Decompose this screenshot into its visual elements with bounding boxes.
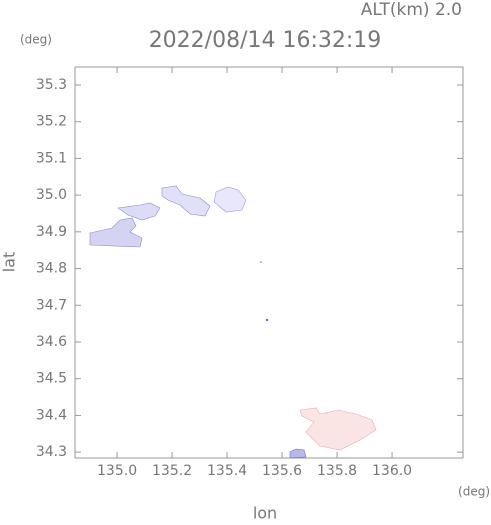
echo-region [265, 318, 269, 322]
x-axis-label: lon [253, 504, 277, 522]
x-tick-label: 135.0 [97, 463, 137, 479]
x-tick-label: 135.6 [262, 463, 302, 479]
y-tick-label: 34.8 [36, 261, 67, 277]
x-tick-label: 135.8 [317, 463, 357, 479]
echo-regions [89, 185, 377, 459]
echo-region [260, 261, 262, 263]
echo-region [117, 202, 161, 221]
chart-title: 2022/08/14 16:32:19 [149, 28, 382, 53]
y-tick-label: 35.1 [36, 150, 67, 166]
echo-region [289, 448, 307, 459]
y-unit: (deg) [20, 33, 52, 47]
echo-region [299, 407, 377, 451]
y-tick-label: 35.2 [36, 114, 67, 130]
y-tick-label: 35.3 [36, 77, 67, 93]
y-tick-label: 35.0 [36, 187, 67, 203]
y-tick-label: 34.3 [36, 444, 67, 460]
echo-region [89, 217, 143, 248]
x-tick-label: 135.2 [152, 463, 192, 479]
y-tick-label: 34.6 [36, 334, 67, 350]
y-tick-label: 34.5 [36, 371, 67, 387]
altitude-label: ALT(km) 2.0 [361, 0, 462, 20]
plot-frame [74, 66, 464, 459]
x-unit: (deg) [458, 485, 490, 499]
y-tick-label: 34.4 [36, 407, 67, 423]
echo-region [161, 185, 211, 217]
x-tick-label: 136.0 [372, 463, 412, 479]
y-tick-label: 34.9 [36, 224, 67, 240]
x-tick-label: 135.4 [207, 463, 247, 479]
y-tick-label: 34.7 [36, 297, 67, 313]
echo-region [213, 186, 247, 213]
y-axis-label: lat [0, 252, 19, 273]
